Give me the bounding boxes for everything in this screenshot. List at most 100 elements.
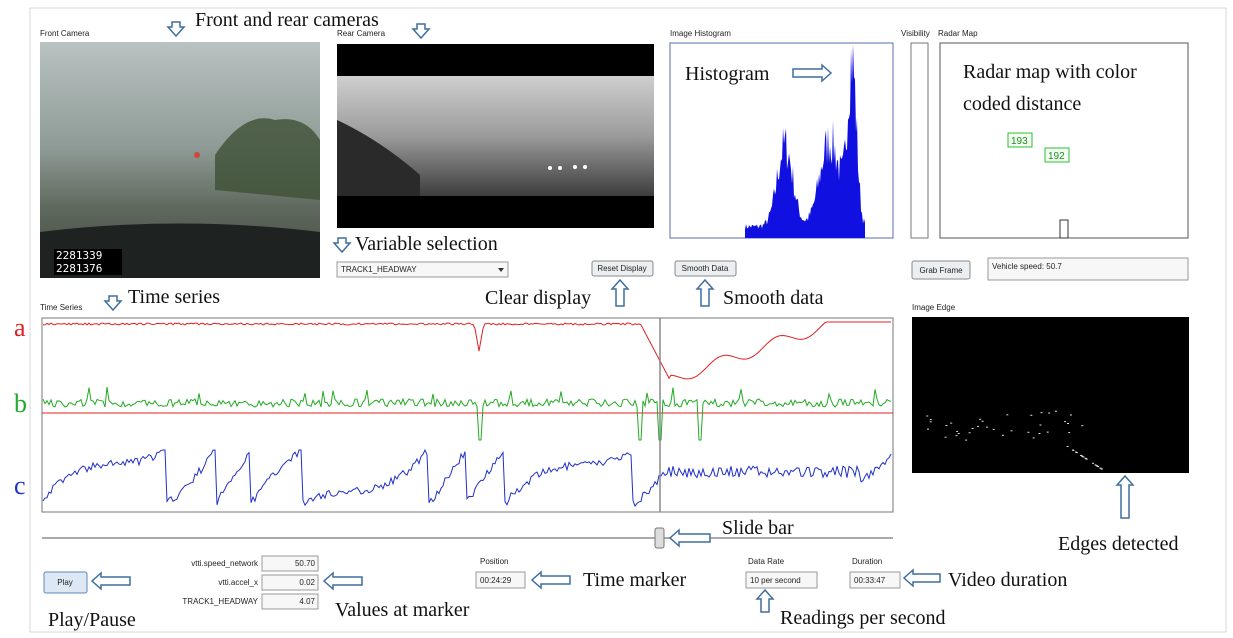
- value-field: [261, 574, 319, 591]
- arrow: [695, 278, 715, 307]
- edge-pixel: [968, 432, 971, 434]
- edge-pixel: [971, 428, 974, 429]
- edge-pixel: [981, 420, 984, 422]
- trace-a: [42, 321, 891, 380]
- edge-pixel: [1030, 414, 1033, 416]
- edge-pixel: [1010, 430, 1013, 432]
- value-name: TRACK1_HEADWAY: [182, 597, 258, 606]
- trace-c: [42, 448, 892, 508]
- grab-frame-button[interactable]: [911, 260, 971, 280]
- value-field: [261, 593, 319, 610]
- field-label: Position: [480, 557, 508, 566]
- edge-pixel: [1067, 423, 1069, 424]
- histogram-area: [745, 44, 865, 238]
- edge-pixel: [965, 439, 968, 441]
- dropdown-value: TRACK1_HEADWAY: [341, 265, 417, 274]
- arrow: [103, 295, 123, 312]
- radar-map: [939, 42, 1189, 239]
- edge-pixel: [1006, 414, 1009, 416]
- overlay-box: [54, 249, 122, 275]
- vehicle-speed-field: [987, 257, 1189, 281]
- value: 0.02: [299, 578, 315, 587]
- edge-pixel: [929, 421, 932, 423]
- annotation: Readings per second: [780, 607, 946, 629]
- slider-thumb[interactable]: [654, 527, 665, 549]
- panel-label: Rear Camera: [337, 29, 386, 38]
- dropdown-caret: [498, 268, 504, 272]
- panel-label: Radar Map: [938, 29, 978, 38]
- arrow: [610, 278, 630, 307]
- edge-pixel: [1068, 432, 1071, 434]
- field-label: Data Rate: [748, 557, 785, 566]
- edge-pixel: [1038, 433, 1041, 434]
- duration-value: 00:33:47: [854, 576, 886, 585]
- edge-pixel: [1085, 458, 1088, 460]
- edge-pixel: [1027, 431, 1030, 433]
- arrow: [322, 571, 363, 591]
- position-field: [475, 571, 526, 589]
- trace-b: [42, 386, 892, 441]
- value-name: vtti.accel_x: [218, 578, 258, 587]
- panel-label: Front Camera: [40, 29, 90, 38]
- annotation: Values at marker: [335, 599, 470, 621]
- annotation: Radar map with color: [963, 61, 1137, 83]
- button-label: Play: [57, 578, 73, 587]
- annotation: coded distance: [963, 93, 1081, 115]
- headlights: [548, 165, 587, 170]
- edge-pixel: [992, 428, 995, 430]
- trace-label: a: [14, 313, 26, 342]
- position-value: 00:24:29: [480, 576, 512, 585]
- edge-pixel: [944, 436, 947, 438]
- edge-pixel: [1084, 457, 1087, 459]
- radar-target-label: 193: [1011, 136, 1028, 147]
- play-button[interactable]: [43, 571, 88, 594]
- edge-pixel: [1096, 466, 1099, 467]
- tail-light: [194, 152, 200, 158]
- annotation: Play/Pause: [48, 609, 136, 631]
- annotation: Time marker: [583, 569, 686, 591]
- annotation: Slide bar: [722, 517, 794, 539]
- histogram-plot: [745, 44, 865, 238]
- radar-target: [1007, 132, 1033, 148]
- edge-pixel: [1100, 468, 1103, 470]
- vehicle-speed: Vehicle speed: 50.7: [992, 262, 1062, 271]
- edge-pixel: [927, 428, 929, 430]
- edge-pixel: [1039, 424, 1042, 426]
- own-vehicle: [1059, 219, 1069, 239]
- panel-label: Time Series: [40, 303, 82, 312]
- edge-image: [912, 317, 1189, 473]
- edge-pixel: [926, 415, 929, 417]
- edge-pixel: [1064, 421, 1067, 423]
- reset-display-button[interactable]: [591, 260, 654, 277]
- radar-target: [1044, 147, 1070, 163]
- annotation: Smooth data: [723, 287, 824, 309]
- edge-pixel: [1032, 437, 1035, 439]
- arrow: [792, 63, 833, 83]
- edge-pixel: [1040, 412, 1043, 414]
- edge-pixel: [1054, 410, 1057, 412]
- arrow: [90, 571, 131, 591]
- edge-pixel: [1081, 425, 1084, 427]
- edge-pixel: [929, 419, 932, 421]
- edge-pixel: [1092, 462, 1094, 464]
- value: 50.70: [295, 559, 316, 568]
- arrow: [332, 237, 352, 254]
- field-label: Duration: [852, 557, 882, 566]
- smooth-data-button[interactable]: [674, 260, 737, 277]
- variable-dropdown[interactable]: [336, 261, 509, 278]
- annotation: Video duration: [948, 569, 1067, 591]
- car-pillar: [337, 120, 420, 196]
- edge-pixels: [926, 410, 1103, 470]
- data-rate-value: 10 per second: [750, 576, 801, 585]
- visibility-bar: [910, 42, 929, 239]
- edge-pixel: [1002, 434, 1004, 436]
- edge-pixel: [1048, 412, 1051, 414]
- panel-label: Image Histogram: [670, 29, 731, 38]
- edge-pixel: [1046, 431, 1049, 433]
- radar-target-label: 192: [1048, 151, 1065, 162]
- annotation: Clear display: [485, 287, 591, 309]
- button-label: Grab Frame: [919, 266, 963, 275]
- edge-pixel: [986, 426, 989, 428]
- button-label: Reset Display: [597, 264, 646, 273]
